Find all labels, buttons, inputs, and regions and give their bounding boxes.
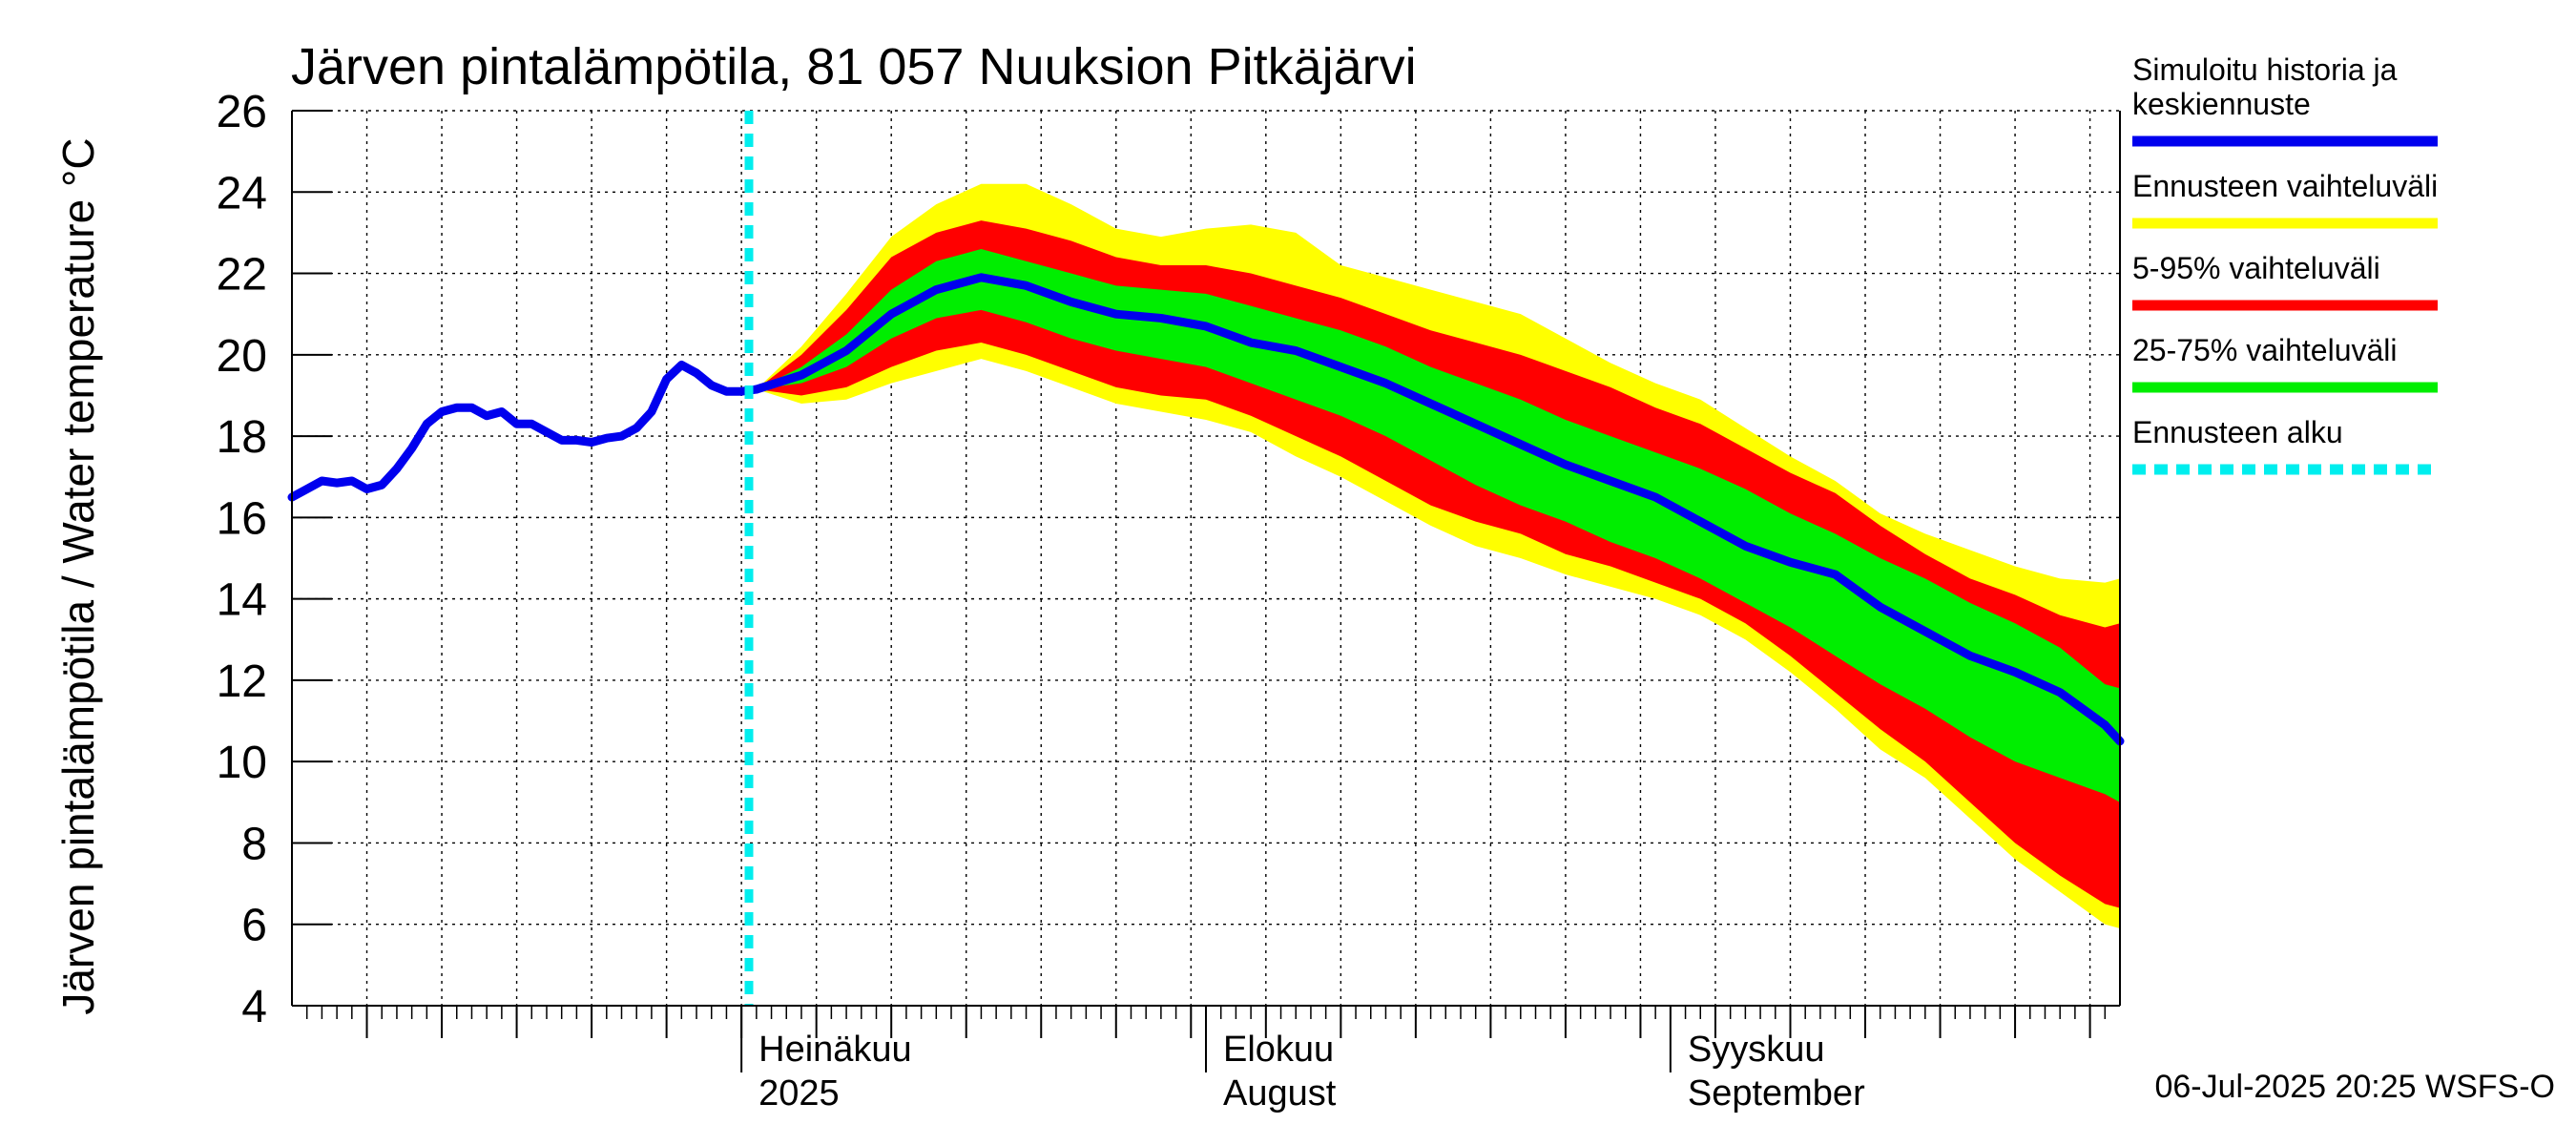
y-tick-label-6: 16	[217, 493, 267, 544]
y-tick-label-1: 6	[241, 901, 267, 951]
band-25-75	[756, 248, 2120, 802]
history-line	[287, 360, 761, 502]
legend-label-4-0: Ennusteen alku	[2132, 415, 2343, 449]
footer-timestamp: 06-Jul-2025 20:25 WSFS-O	[2154, 1069, 2555, 1105]
month-sublabel-2: September	[1688, 1073, 1865, 1114]
y-tick-label-11: 26	[217, 87, 267, 137]
legend-label-2-0: 5-95% vaihteluväli	[2132, 251, 2380, 285]
y-tick-label-0: 4	[241, 982, 267, 1032]
month-label-1: Elokuu	[1223, 1030, 1334, 1070]
y-tick-label-5: 14	[217, 575, 267, 626]
chart-title: Järven pintalämpötila, 81 057 Nuuksion P…	[291, 38, 1417, 95]
y-tick-label-4: 12	[217, 656, 267, 707]
y-tick-label-2: 8	[241, 819, 267, 869]
month-label-2: Syyskuu	[1688, 1030, 1825, 1070]
y-tick-label-3: 10	[217, 738, 267, 788]
month-sublabel-0: 2025	[758, 1073, 840, 1114]
y-axis-label: Järven pintalämpötila / Water temperatur…	[53, 137, 103, 1014]
y-tick-label-9: 22	[217, 250, 267, 301]
legend-label-1-0: Ennusteen vaihteluväli	[2132, 169, 2438, 203]
y-tick-label-7: 18	[217, 412, 267, 463]
month-label-0: Heinäkuu	[758, 1030, 912, 1070]
y-tick-label-8: 20	[217, 331, 267, 382]
median-forecast-line	[752, 273, 2125, 746]
month-sublabel-1: August	[1223, 1073, 1337, 1114]
legend-label-3-0: 25-75% vaihteluväli	[2132, 333, 2398, 367]
legend-label-0-1: keskiennuste	[2132, 87, 2311, 121]
legend-label-0-0: Simuloitu historia ja	[2132, 52, 2398, 87]
y-tick-label-10: 24	[217, 168, 267, 219]
